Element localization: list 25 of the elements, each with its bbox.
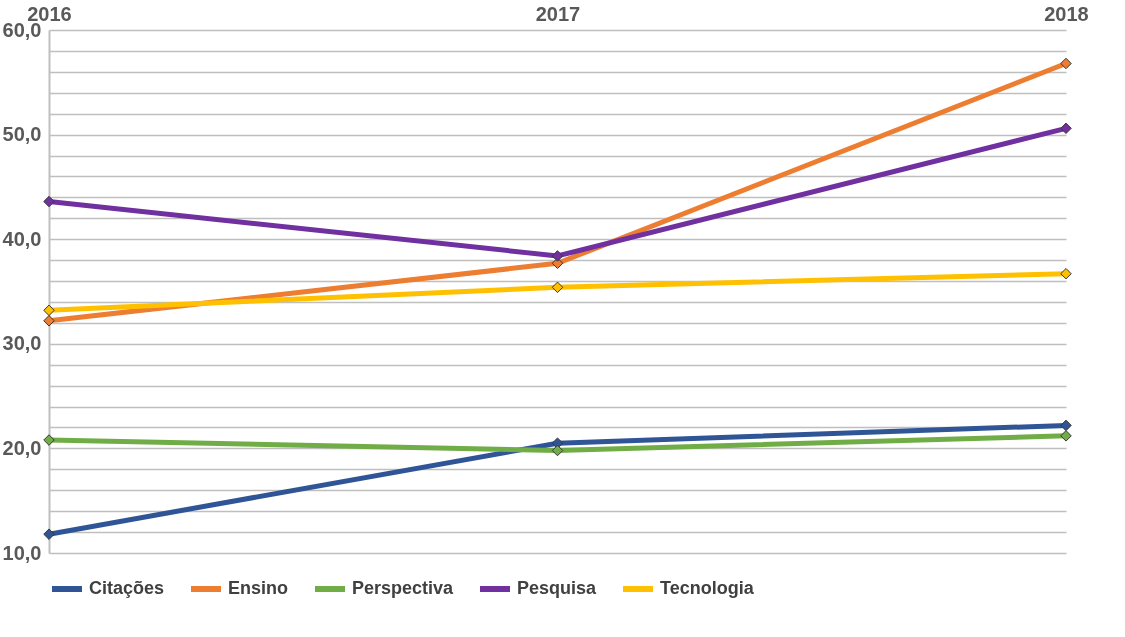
point: [43, 195, 55, 208]
point: [1060, 419, 1072, 432]
y-tick-label: 50,0: [2, 123, 42, 146]
y-tick-label: 30,0: [2, 332, 42, 355]
point: [551, 444, 564, 457]
point: [551, 250, 564, 262]
point: [43, 434, 55, 446]
point: [1060, 57, 1072, 70]
point: [43, 315, 55, 327]
point: [551, 281, 564, 294]
y-tick-label: 40,0: [2, 227, 42, 250]
point: [1060, 430, 1072, 442]
point: [1060, 267, 1072, 280]
point: [1060, 122, 1072, 135]
y-tick-label: 10,0: [2, 541, 42, 564]
legend-label: Pesquisa: [517, 578, 598, 598]
x-tick-label: 2017: [535, 2, 581, 25]
legend-label: Ensino: [228, 578, 289, 598]
y-tick-label: 20,0: [2, 436, 42, 459]
legend-label: Citações: [89, 578, 165, 598]
legend-label: Perspectiva: [352, 578, 455, 598]
x-tick-label: 2018: [1044, 2, 1089, 25]
point: [43, 304, 55, 317]
point: [43, 528, 55, 540]
legend-label: Tecnologia: [660, 578, 755, 598]
